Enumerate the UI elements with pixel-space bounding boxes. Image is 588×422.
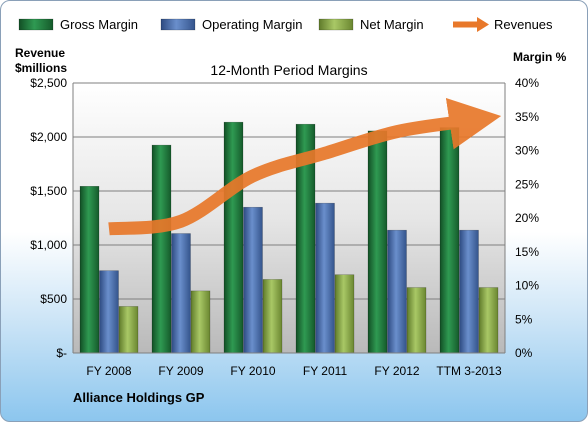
- legend-label: Net Margin: [360, 17, 424, 32]
- right-tick-label: 40%: [515, 76, 539, 90]
- x-tick-label: TTM 3-2013: [436, 364, 502, 378]
- right-tick-label: 30%: [515, 144, 539, 158]
- bar-net-margin: [478, 287, 499, 354]
- bar-operating-margin: [459, 229, 479, 354]
- bar-gross-margin: [223, 121, 244, 354]
- bar-operating-margin: [99, 270, 119, 354]
- legend-label: Gross Margin: [60, 17, 138, 32]
- bar-net-margin: [190, 290, 211, 354]
- bar-gross-margin: [439, 127, 460, 354]
- x-tick-label: FY 2009: [158, 364, 203, 378]
- left-tick-label: $2,500: [30, 76, 67, 90]
- x-tick-label: FY 2012: [374, 364, 419, 378]
- legend-swatch: [318, 18, 354, 31]
- x-tick-label: FY 2008: [86, 364, 131, 378]
- bar-gross-margin: [151, 144, 172, 354]
- right-tick-label: 15%: [515, 245, 539, 259]
- bar-operating-margin: [315, 202, 335, 354]
- gridlines: [73, 82, 505, 300]
- bar-net-margin: [118, 306, 139, 354]
- legend-swatch: [160, 18, 196, 31]
- legend-label: Revenues: [494, 17, 553, 32]
- bar-net-margin: [262, 279, 283, 354]
- left-axis-label-line1: Revenue: [15, 46, 65, 60]
- bar-operating-margin: [171, 233, 191, 354]
- company-name: Alliance Holdings GP: [73, 390, 205, 405]
- right-axis-label: Margin %: [513, 50, 567, 64]
- left-tick-label: $-: [56, 346, 67, 360]
- left-tick-label: $500: [40, 292, 67, 306]
- bar-net-margin: [334, 274, 355, 354]
- revenue-line: [108, 97, 502, 236]
- axes: $- $500 $1,000 $1,500 $2,000 $2,500 0% 5% 10% 15%…: [30, 76, 539, 378]
- right-tick-label: 0%: [515, 346, 533, 360]
- revenue-series-line: [108, 97, 502, 236]
- right-tick-label: 25%: [515, 177, 539, 191]
- x-tick-label: FY 2010: [230, 364, 275, 378]
- bar-operating-margin: [243, 206, 263, 354]
- legend-label: Operating Margin: [202, 17, 302, 32]
- legend: Gross Margin Operating Margin Net Margin Re…: [18, 17, 553, 32]
- x-tick-label: FY 2011: [303, 364, 348, 378]
- right-tick-label: 35%: [515, 110, 539, 124]
- left-tick-label: $1,000: [30, 238, 67, 252]
- chart-title: 12-Month Period Margins: [210, 62, 367, 78]
- legend-swatch: [477, 17, 489, 32]
- bar-gross-margin: [79, 186, 100, 354]
- left-tick-label: $1,500: [30, 184, 67, 198]
- right-tick-label: 20%: [515, 211, 539, 225]
- bar-net-margin: [406, 287, 427, 354]
- legend-swatch: [18, 18, 54, 31]
- right-tick-label: 5%: [515, 312, 533, 326]
- bar-operating-margin: [387, 229, 407, 354]
- bar-gross-margin: [367, 130, 388, 354]
- right-tick-label: 10%: [515, 279, 539, 293]
- left-axis-label-line2: $millions: [15, 61, 67, 75]
- left-tick-label: $2,000: [30, 130, 67, 144]
